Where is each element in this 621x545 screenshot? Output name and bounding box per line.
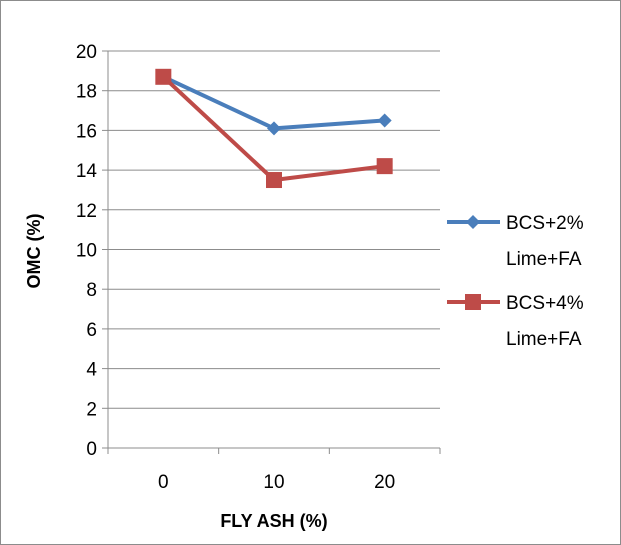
series-2 (155, 68, 393, 189)
legend-label: Lime+FA (506, 329, 582, 350)
y-tick-label: 6 (86, 320, 97, 341)
legend-label: Lime+FA (506, 249, 582, 270)
y-tick-label: 10 (76, 241, 97, 262)
x-tick-label: 0 (158, 472, 169, 493)
x-axis-title: FLY ASH (%) (220, 511, 327, 531)
y-tick-label: 16 (76, 121, 97, 142)
series-line (162, 74, 385, 131)
y-tick-label: 4 (86, 360, 97, 381)
y-axis-title: OMC (%) (24, 214, 44, 289)
series-group (155, 68, 393, 189)
legend-entry-2: BCS+4% Lime+FA (447, 293, 584, 350)
y-tick-label: 2 (86, 399, 97, 420)
y-tick-label: 0 (86, 439, 97, 460)
y-tick-label: 20 (76, 42, 97, 63)
data-point (377, 113, 392, 128)
y-tick-label: 18 (76, 82, 97, 103)
legend-entry-1: BCS+2% Lime+FA (447, 213, 584, 270)
data-point (267, 121, 281, 136)
data-point (266, 172, 282, 189)
x-tick-label: 20 (374, 472, 395, 493)
y-tick-label: 14 (76, 161, 98, 182)
gridlines (108, 50, 440, 409)
legend-marker (465, 294, 481, 310)
legend: BCS+2% Lime+FA BCS+4% Lime+FA (447, 213, 584, 350)
y-tick-label: 8 (86, 280, 97, 301)
axes (102, 50, 441, 454)
y-tick-label: 12 (76, 201, 97, 222)
data-point (376, 158, 393, 175)
legend-label: BCS+4% (506, 293, 584, 314)
legend-marker (466, 215, 480, 229)
legend-label: BCS+2% (506, 213, 584, 234)
x-tick-label: 10 (263, 472, 284, 493)
data-point (155, 68, 172, 85)
tick-labels: 0 2 4 6 8 10 12 14 16 18 20 0 10 20 (76, 42, 395, 493)
